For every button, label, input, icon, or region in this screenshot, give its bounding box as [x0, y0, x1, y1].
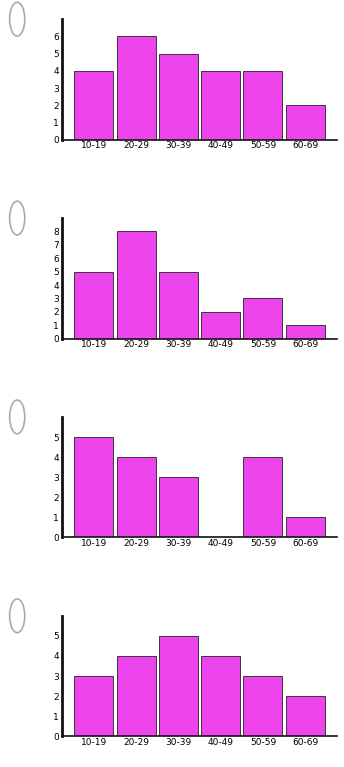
Bar	[159, 636, 198, 736]
Bar	[201, 312, 240, 338]
Bar	[74, 272, 113, 338]
Bar	[244, 457, 282, 538]
Bar	[117, 656, 155, 736]
Bar	[286, 696, 325, 736]
Bar	[159, 477, 198, 538]
Bar	[244, 298, 282, 338]
Bar	[244, 71, 282, 140]
Bar	[117, 36, 155, 140]
Bar	[74, 676, 113, 736]
Bar	[117, 457, 155, 538]
Bar	[244, 676, 282, 736]
Bar	[201, 71, 240, 140]
Bar	[117, 232, 155, 338]
Bar	[286, 518, 325, 538]
Bar	[159, 54, 198, 140]
Bar	[286, 325, 325, 338]
Bar	[201, 656, 240, 736]
Bar	[74, 437, 113, 538]
Bar	[159, 272, 198, 338]
Bar	[74, 71, 113, 140]
Bar	[286, 105, 325, 140]
